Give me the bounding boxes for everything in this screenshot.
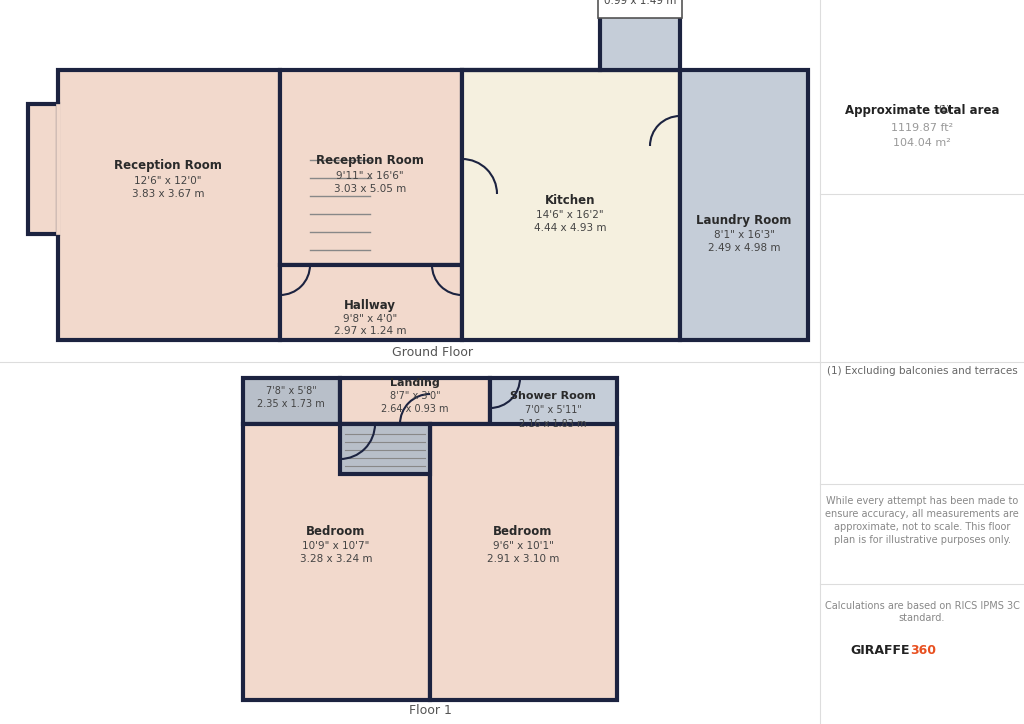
Bar bbox=[340, 378, 490, 424]
Text: Kitchen: Kitchen bbox=[545, 194, 595, 207]
Text: 9'8" x 4'0": 9'8" x 4'0" bbox=[343, 314, 397, 324]
Text: 7'0" x 5'11": 7'0" x 5'11" bbox=[524, 405, 582, 415]
Text: Hallway: Hallway bbox=[344, 299, 396, 312]
Text: standard.: standard. bbox=[899, 613, 945, 623]
Text: approximate, not to scale. This floor: approximate, not to scale. This floor bbox=[834, 522, 1011, 532]
Text: GIRAFFE: GIRAFFE bbox=[851, 644, 910, 657]
Text: Laundry Room: Laundry Room bbox=[696, 214, 792, 227]
Text: 2.91 x 3.10 m: 2.91 x 3.10 m bbox=[486, 554, 559, 564]
Text: Shower Room: Shower Room bbox=[510, 391, 596, 401]
Text: Approximate total area: Approximate total area bbox=[845, 104, 999, 117]
Text: Reception Room: Reception Room bbox=[114, 159, 222, 172]
Bar bbox=[280, 70, 462, 265]
Text: 0.99 x 1.49 m: 0.99 x 1.49 m bbox=[604, 0, 676, 6]
Text: 2.16 x 1.83 m: 2.16 x 1.83 m bbox=[519, 419, 587, 429]
Text: 2.49 x 4.98 m: 2.49 x 4.98 m bbox=[708, 243, 780, 253]
Text: 7'8" x 5'8": 7'8" x 5'8" bbox=[265, 386, 316, 396]
Text: 3.28 x 3.24 m: 3.28 x 3.24 m bbox=[300, 554, 373, 564]
Text: 3.03 x 5.05 m: 3.03 x 5.05 m bbox=[334, 184, 407, 194]
Text: Bedroom: Bedroom bbox=[306, 525, 366, 538]
Text: 104.04 m²: 104.04 m² bbox=[893, 138, 951, 148]
Text: Bedroom: Bedroom bbox=[494, 525, 553, 538]
Bar bbox=[280, 265, 462, 340]
Bar bbox=[340, 424, 430, 474]
Text: 2.97 x 1.24 m: 2.97 x 1.24 m bbox=[334, 326, 407, 336]
Bar bbox=[243, 378, 340, 424]
Bar bbox=[598, 0, 682, 18]
Text: 8'1" x 16'3": 8'1" x 16'3" bbox=[714, 230, 774, 240]
Text: 9'6" x 10'1": 9'6" x 10'1" bbox=[493, 541, 553, 551]
Bar bbox=[56, 104, 60, 234]
Text: While every attempt has been made to: While every attempt has been made to bbox=[826, 496, 1018, 506]
Bar bbox=[490, 378, 617, 454]
Text: Ground Floor: Ground Floor bbox=[392, 346, 473, 359]
Text: ensure accuracy, all measurements are: ensure accuracy, all measurements are bbox=[825, 509, 1019, 519]
Text: (1): (1) bbox=[938, 105, 949, 114]
Text: 14'6" x 16'2": 14'6" x 16'2" bbox=[537, 210, 604, 220]
Bar bbox=[430, 424, 617, 700]
Bar bbox=[462, 70, 680, 340]
Text: Reception Room: Reception Room bbox=[316, 154, 424, 167]
Text: 360: 360 bbox=[910, 644, 936, 657]
Text: 4.44 x 4.93 m: 4.44 x 4.93 m bbox=[534, 223, 606, 233]
Text: 3.83 x 3.67 m: 3.83 x 3.67 m bbox=[132, 189, 204, 199]
Text: 2.64 x 0.93 m: 2.64 x 0.93 m bbox=[381, 404, 449, 414]
Text: Landing: Landing bbox=[390, 378, 440, 388]
Bar bbox=[680, 70, 808, 340]
Text: Calculations are based on RICS IPMS 3C: Calculations are based on RICS IPMS 3C bbox=[824, 601, 1020, 611]
Text: 10'9" x 10'7": 10'9" x 10'7" bbox=[302, 541, 370, 551]
Text: 12'6" x 12'0": 12'6" x 12'0" bbox=[134, 176, 202, 186]
Text: 1119.87 ft²: 1119.87 ft² bbox=[891, 123, 953, 133]
Text: 9'11" x 16'6": 9'11" x 16'6" bbox=[336, 171, 403, 181]
Text: Floor 1: Floor 1 bbox=[409, 704, 452, 717]
Bar bbox=[58, 70, 280, 340]
Text: (1) Excluding balconies and terraces: (1) Excluding balconies and terraces bbox=[826, 366, 1018, 376]
Text: 2.35 x 1.73 m: 2.35 x 1.73 m bbox=[257, 399, 325, 409]
Text: 8'7" x 3'0": 8'7" x 3'0" bbox=[390, 391, 440, 401]
Bar bbox=[28, 104, 58, 234]
Bar bbox=[600, 16, 680, 70]
Bar bbox=[243, 424, 430, 700]
Text: plan is for illustrative purposes only.: plan is for illustrative purposes only. bbox=[834, 535, 1011, 545]
